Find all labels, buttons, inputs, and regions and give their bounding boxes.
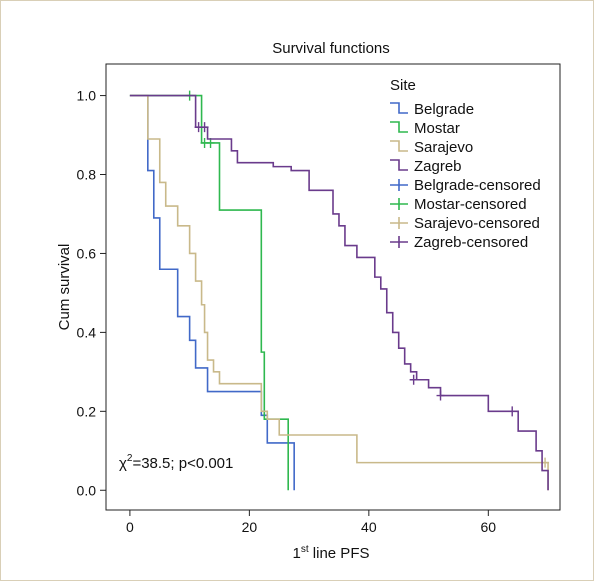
x-tick-label: 60 bbox=[481, 519, 497, 535]
censor-mark-zagreb bbox=[409, 374, 418, 385]
series-group bbox=[129, 90, 550, 491]
plot-area bbox=[105, 63, 561, 511]
legend-title: Site bbox=[390, 77, 416, 94]
legend: Belgrade Mostar Sarajevo Zagreb Belgrade-cen… bbox=[390, 101, 541, 251]
legend-swatch bbox=[390, 179, 408, 191]
legend-label: Zagreb bbox=[414, 158, 462, 175]
series-line-sarajevo bbox=[129, 94, 549, 491]
x-axis: 0 20 40 60 bbox=[126, 510, 496, 535]
legend-label: Belgrade bbox=[414, 101, 474, 118]
annotation-superscript: 2 bbox=[127, 453, 133, 464]
x-axis-title-main: 1 bbox=[293, 545, 301, 562]
x-tick-label: 40 bbox=[361, 519, 377, 535]
legend-label: Belgrade-censored bbox=[414, 177, 541, 194]
annotation-main: χ bbox=[119, 455, 127, 472]
x-axis-title: 1st line PFS bbox=[293, 544, 370, 562]
y-axis: 0.0 0.2 0.4 0.6 0.8 1.0 bbox=[77, 88, 106, 498]
censor-mark-zagreb bbox=[436, 390, 445, 401]
censor-mark-zagreb bbox=[200, 122, 209, 133]
censor-mark-zagreb bbox=[508, 406, 517, 417]
series-line-zagreb bbox=[129, 94, 549, 491]
legend-swatch bbox=[390, 140, 408, 152]
legend-label: Zagreb-censored bbox=[414, 234, 528, 251]
x-tick-label: 0 bbox=[126, 519, 134, 535]
series-line-mostar bbox=[129, 94, 289, 491]
legend-label: Mostar bbox=[414, 120, 460, 137]
annotation-rest: =38.5; p<0.001 bbox=[132, 455, 233, 472]
legend-swatch bbox=[390, 198, 408, 210]
legend-label: Mostar-censored bbox=[414, 196, 527, 213]
y-tick-label: 1.0 bbox=[77, 88, 97, 104]
legend-swatch bbox=[390, 102, 408, 114]
y-tick-label: 0.4 bbox=[77, 324, 97, 340]
legend-label: Sarajevo-censored bbox=[414, 215, 540, 232]
x-axis-title-rest: line PFS bbox=[309, 545, 370, 562]
chart-title: Survival functions bbox=[272, 40, 390, 57]
legend-swatch bbox=[390, 159, 408, 171]
y-tick-label: 0.8 bbox=[77, 167, 97, 183]
legend-swatch bbox=[390, 236, 408, 248]
chi-square-annotation: χ2=38.5; p<0.001 bbox=[119, 453, 233, 472]
y-axis-title: Cum survival bbox=[56, 244, 73, 331]
legend-swatch bbox=[390, 121, 408, 133]
legend-label: Sarajevo bbox=[414, 139, 473, 156]
x-tick-label: 20 bbox=[242, 519, 258, 535]
y-tick-label: 0.6 bbox=[77, 245, 97, 261]
legend-swatch bbox=[390, 217, 408, 229]
y-tick-label: 0.2 bbox=[77, 403, 97, 419]
x-axis-title-superscript: st bbox=[301, 544, 309, 555]
y-tick-label: 0.0 bbox=[77, 482, 97, 498]
